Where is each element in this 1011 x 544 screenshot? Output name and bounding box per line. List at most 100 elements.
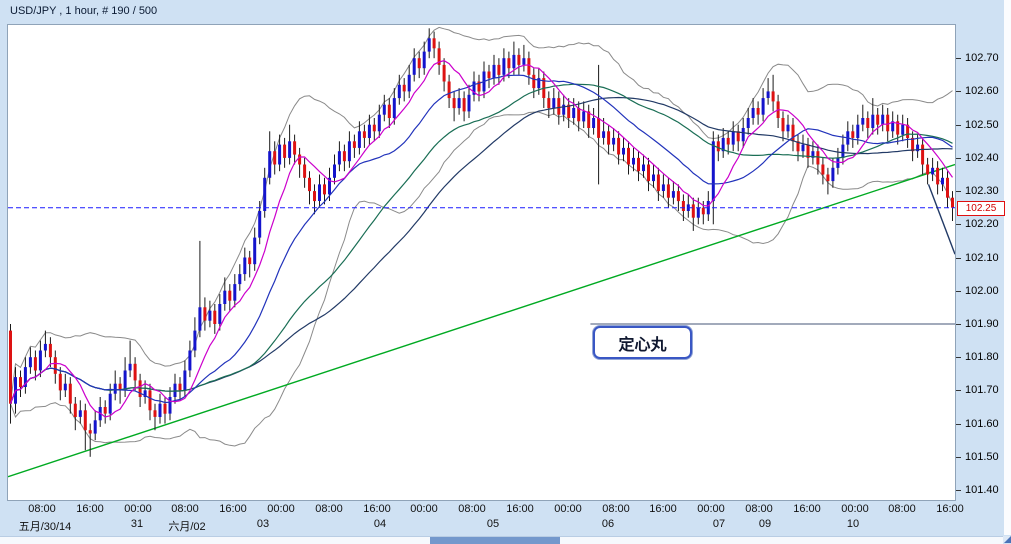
candle-body: [73, 403, 77, 417]
price-tick-label: 101.70: [965, 384, 999, 396]
candle-body: [856, 124, 860, 138]
time-tick-label: 00:00: [410, 503, 438, 515]
candle-body: [258, 211, 262, 238]
candle-body: [342, 151, 346, 162]
candle-body: [647, 164, 650, 182]
candle-body: [58, 373, 62, 391]
candle-body: [786, 124, 790, 132]
candle-body: [328, 177, 331, 195]
candle-body: [726, 137, 730, 145]
candle-body: [656, 174, 660, 192]
candle-body: [507, 58, 511, 69]
resize-grip-icon: [1004, 536, 1011, 543]
candle-body: [577, 108, 581, 122]
candle-body: [487, 71, 491, 79]
scroll-corner-button[interactable]: [1003, 536, 1011, 543]
time-tick-label: 08:00: [602, 503, 630, 515]
candle-body: [901, 124, 905, 135]
candle-body: [43, 343, 47, 351]
candle-body: [746, 118, 750, 128]
candle-body: [642, 164, 645, 172]
price-tick-label: 102.30: [965, 185, 999, 197]
current-price-tag: 102.25: [957, 201, 1005, 216]
plot-svg[interactable]: [8, 25, 955, 500]
candle-body: [88, 430, 92, 434]
candle-body: [512, 54, 516, 69]
candle-body: [397, 84, 401, 99]
candle-body: [861, 118, 865, 125]
candle-body: [796, 141, 800, 152]
price-tick-label: 101.60: [965, 418, 999, 430]
price-tick: [956, 191, 961, 192]
scrollbar-thumb[interactable]: [430, 537, 560, 544]
candle-body: [283, 144, 287, 158]
candle-body: [691, 204, 695, 218]
candle-body: [567, 104, 571, 118]
candle-body: [637, 157, 640, 172]
candle-body: [617, 137, 621, 155]
candle-body: [562, 104, 566, 115]
ma-slow: [9, 83, 953, 404]
date-tick-label: 31: [130, 518, 144, 530]
price-tick: [956, 457, 961, 458]
candle-body: [293, 141, 297, 155]
time-tick-label: 16:00: [219, 503, 247, 515]
price-tick-label: 101.50: [965, 451, 999, 463]
price-tick: [956, 424, 961, 425]
candle-body: [876, 114, 880, 125]
candle-body: [68, 383, 72, 404]
candle-body: [557, 98, 561, 115]
candle-body: [28, 357, 32, 368]
trendline[interactable]: [8, 163, 955, 478]
candle-body: [532, 74, 536, 89]
date-tick-label: 07: [712, 518, 726, 530]
candle-body: [492, 64, 496, 79]
candle-body: [896, 121, 900, 135]
candle-body: [811, 151, 815, 158]
candle-body: [951, 197, 954, 208]
candle-body: [392, 98, 396, 118]
candle-body: [666, 184, 670, 198]
time-tick-label: 08:00: [171, 503, 199, 515]
candle-body: [881, 114, 885, 125]
candle-body: [158, 403, 162, 417]
candle-body: [278, 144, 282, 165]
price-tick-label: 102.60: [965, 85, 999, 97]
candle-body: [612, 137, 616, 145]
window-right-edge: [1004, 0, 1011, 535]
candle-body: [821, 164, 825, 175]
candle-body: [83, 410, 87, 431]
candle-body: [926, 164, 930, 175]
price-tick-label: 101.90: [965, 318, 999, 330]
candle-body: [48, 343, 52, 358]
price-tick: [956, 58, 961, 59]
candle-body: [771, 91, 775, 102]
candle-body: [841, 144, 845, 158]
annotation-callout[interactable]: 定心丸: [593, 326, 692, 359]
candle-body: [128, 363, 132, 371]
candle-body: [263, 177, 267, 211]
candle-body: [831, 167, 835, 182]
candle-body: [402, 84, 406, 92]
date-tick-label: 04: [373, 518, 387, 530]
candle-body: [347, 141, 351, 162]
candle-body: [273, 151, 277, 165]
date-tick-label: 03: [256, 518, 270, 530]
candle-body: [168, 397, 172, 414]
candle-body: [313, 191, 316, 202]
annotation-label: 定心丸: [618, 336, 667, 354]
price-tick-label: 101.80: [965, 351, 999, 363]
projection-line[interactable]: [927, 184, 956, 255]
candle-body: [931, 167, 935, 175]
candle-body: [113, 383, 117, 394]
horizontal-scrollbar[interactable]: [0, 536, 1003, 544]
candle-body: [661, 184, 665, 191]
candle-body: [178, 383, 182, 391]
candle-body: [721, 137, 725, 152]
candle-body: [9, 330, 12, 404]
candle-body: [143, 390, 147, 397]
candle-body: [607, 131, 611, 145]
candle-body: [497, 64, 501, 75]
candle-body: [173, 383, 177, 397]
candle-body: [118, 383, 122, 391]
